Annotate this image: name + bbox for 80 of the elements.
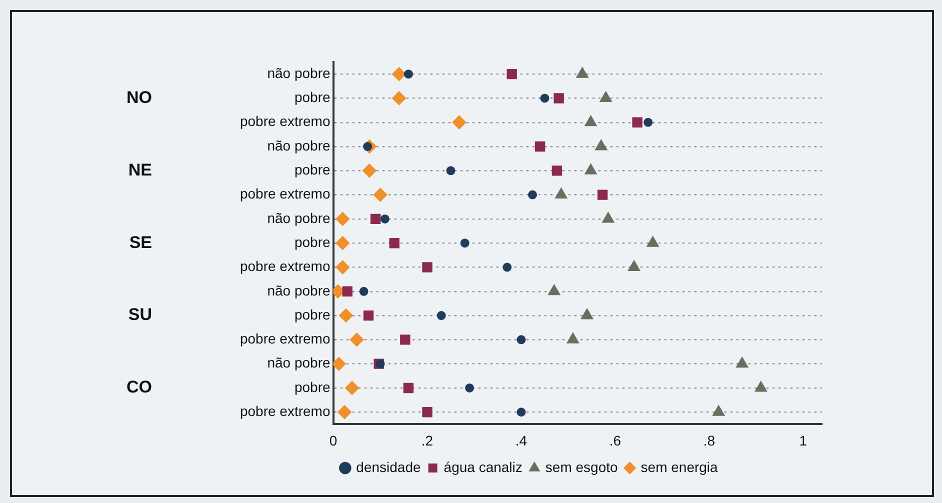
y-tick-label: pobre: [294, 378, 330, 395]
y-tick-label: pobre: [294, 234, 330, 250]
point: [644, 118, 653, 127]
point: [584, 164, 597, 174]
x-tick-label: 1: [799, 432, 808, 448]
text: NO: [126, 88, 152, 107]
y-tick-label: não pobre: [267, 137, 330, 154]
y-tick-label: não pobre: [267, 282, 330, 298]
point: [576, 67, 588, 78]
point: [595, 140, 608, 150]
point: [362, 164, 376, 178]
point: [404, 70, 413, 79]
point: [333, 356, 346, 371]
point: [342, 286, 352, 296]
text: SE: [129, 232, 152, 252]
legend-label: sem esgoto: [545, 458, 618, 475]
x-tick-label: 0: [329, 432, 338, 448]
y-tick-label: pobre extremo: [240, 186, 330, 202]
point: [646, 236, 659, 247]
point: [552, 166, 562, 176]
x-tick-label: .6: [609, 432, 622, 448]
y-tick-label: não pobre: [267, 64, 330, 81]
x-tick-label: .2: [421, 432, 434, 448]
text: SU: [128, 305, 152, 324]
point: [392, 91, 406, 106]
point: [389, 238, 400, 248]
point: [363, 310, 374, 321]
point: [370, 214, 381, 224]
point: [534, 141, 546, 152]
x-tick-label: .4: [515, 432, 528, 448]
point: [400, 334, 410, 345]
point: [528, 190, 538, 200]
y-tick-label: pobre extremo: [240, 258, 330, 274]
y-tick-label: pobre: [294, 306, 330, 322]
point: [602, 212, 614, 223]
point: [350, 332, 364, 347]
point: [516, 335, 526, 344]
text: NE: [128, 160, 152, 180]
point: [554, 93, 564, 104]
point: [336, 212, 350, 226]
point: [502, 262, 512, 272]
point: [452, 115, 466, 130]
point: [336, 260, 350, 274]
y-tick-label: pobre: [294, 162, 330, 178]
point: [632, 117, 642, 128]
x-tick-label: .8: [703, 432, 716, 448]
y-tick-label: não pobre: [267, 354, 330, 371]
point: [540, 94, 550, 103]
point: [446, 166, 456, 176]
point: [380, 214, 390, 224]
point: [336, 236, 350, 250]
y-tick-label: pobre extremo: [240, 402, 330, 419]
text: CO: [126, 378, 152, 397]
point: [392, 67, 406, 82]
point: [516, 408, 526, 417]
point: [422, 262, 432, 272]
point: [548, 284, 560, 296]
point: [338, 405, 352, 420]
point: [506, 68, 517, 80]
point: [465, 383, 474, 392]
y-tick-label: não pobre: [267, 210, 330, 226]
y-tick-label: pobre extremo: [240, 113, 330, 130]
point: [600, 91, 612, 102]
point: [338, 308, 353, 323]
y-tick-label: pobre: [294, 89, 330, 106]
point: [359, 286, 368, 296]
point: [436, 311, 446, 320]
point: [555, 188, 568, 199]
legend-label: densidade: [356, 458, 422, 475]
point: [597, 190, 608, 200]
point: [403, 382, 414, 394]
point: [422, 407, 432, 418]
point: [580, 308, 594, 320]
point: [345, 380, 360, 395]
point: [584, 115, 597, 126]
point: [460, 238, 470, 248]
point: [373, 188, 388, 202]
legend-label: sem energia: [640, 458, 718, 475]
legend-label: água canaliz: [444, 458, 522, 475]
y-tick-label: pobre extremo: [240, 330, 330, 347]
